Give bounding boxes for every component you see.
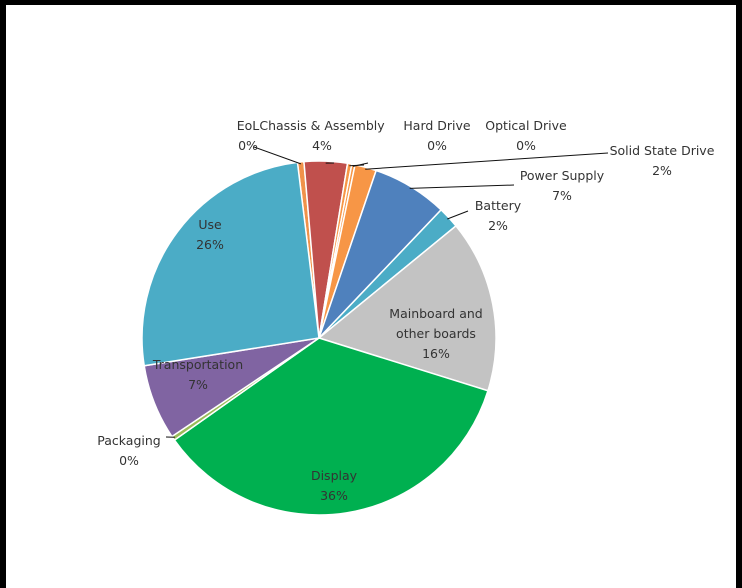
- data-label-eol: EoL 0%: [237, 118, 260, 153]
- data-label-name: Power Supply: [520, 168, 605, 183]
- data-label-chassis-and-assembly: Chassis & Assembly 4%: [259, 118, 385, 153]
- pie-slices: [141, 160, 497, 516]
- slice-mainboard-and-other-boards: [317, 224, 497, 392]
- leader-line-solid-state-drive: [365, 152, 609, 170]
- data-label-battery: Battery 2%: [475, 198, 522, 233]
- leader-line-optical-drive: [352, 162, 369, 167]
- data-label-value: 2%: [488, 218, 508, 233]
- slice-use: [141, 161, 320, 367]
- data-label-name: Display: [311, 468, 358, 483]
- data-label-value: 16%: [422, 346, 450, 361]
- data-labels: EoL 0%Chassis & Assembly 4%Hard Drive 0%Opt…: [97, 118, 714, 503]
- data-label-mainboard-and-other-boards: Mainboard and other boards 16%: [389, 306, 482, 361]
- chart-frame: EoL 0% Chassis & Assembly 4% Hard Drive 0% Opt…: [6, 5, 736, 588]
- data-label-value: 0%: [238, 138, 258, 153]
- data-label-hard-drive: Hard Drive 0%: [403, 118, 471, 153]
- leader-line-power-supply: [409, 184, 515, 189]
- data-label-value: 0%: [427, 138, 447, 153]
- data-label-name: Use: [198, 217, 222, 232]
- data-label-name: Packaging: [97, 433, 160, 448]
- pie-chart: EoL 0%Chassis & Assembly 4%Hard Drive 0%Opt…: [97, 118, 715, 516]
- data-label-transportation: Transportation 7%: [152, 357, 243, 392]
- data-label-name: Mainboard and: [389, 306, 482, 321]
- data-label-power-supply: Power Supply 7%: [520, 168, 605, 203]
- data-label-name: Battery: [475, 198, 522, 213]
- data-label-use: Use 26%: [196, 217, 224, 252]
- data-label-name: EoL: [237, 118, 260, 133]
- data-label-name: Solid State Drive: [610, 143, 715, 158]
- data-label-value: 2%: [652, 163, 672, 178]
- data-label-value: 36%: [320, 488, 348, 503]
- data-label-name: Chassis & Assembly: [259, 118, 385, 133]
- data-label-optical-drive: Optical Drive 0%: [485, 118, 567, 153]
- data-label-value: 7%: [188, 377, 208, 392]
- data-label-name: Transportation: [152, 357, 243, 372]
- data-label-value: 7%: [552, 188, 572, 203]
- slice-display: [173, 337, 489, 516]
- leader-line-eol: [253, 146, 302, 165]
- data-label-name: Hard Drive: [403, 118, 471, 133]
- leader-line-battery: [447, 210, 469, 220]
- leader-lines: [165, 146, 609, 438]
- data-label-display: Display 36%: [311, 468, 358, 503]
- data-label-name: other boards: [396, 326, 476, 341]
- data-label-name: Optical Drive: [485, 118, 567, 133]
- data-label-value: 0%: [119, 453, 139, 468]
- data-label-solid-state-drive: Solid State Drive 2%: [610, 143, 715, 178]
- data-label-packaging: Packaging 0%: [97, 433, 160, 468]
- data-label-value: 4%: [312, 138, 332, 153]
- data-label-value: 0%: [516, 138, 536, 153]
- data-label-value: 26%: [196, 237, 224, 252]
